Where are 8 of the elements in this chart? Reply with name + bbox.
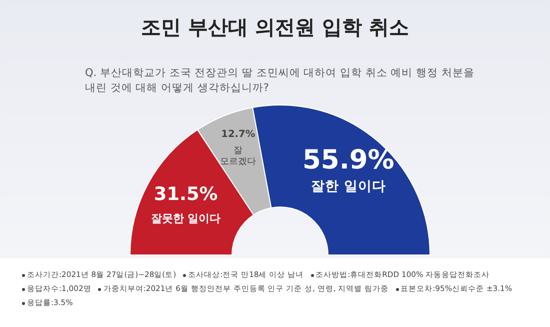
data-label: 12.7% xyxy=(221,129,256,140)
data-label: 55.9% xyxy=(302,144,394,176)
data-label: 31.5% xyxy=(154,184,218,206)
slice-label: 잘한 일이다 xyxy=(311,178,386,195)
slice-label: 잘 모르겠다 xyxy=(220,146,256,168)
chart-title: 조민 부산대 의전원 입학 취소 xyxy=(140,14,410,41)
chart-subtitle: Q. 부산대학교가 조국 전장관의 딸 조민씨에 대하여 입학 취소 예비 행정 처분을 내린 것에 대해 어떻게 생각하십니까? xyxy=(85,66,476,96)
slice-label: 잘못한 일이다 xyxy=(150,212,221,226)
